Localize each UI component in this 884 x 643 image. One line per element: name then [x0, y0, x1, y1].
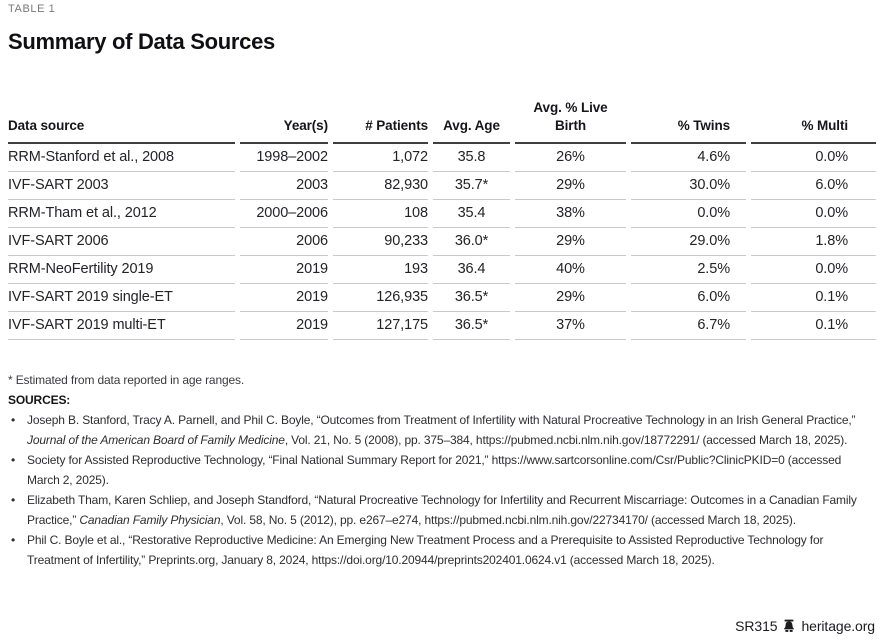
- cell-patients: 90,233: [333, 228, 428, 257]
- cell-data-source: RRM-NeoFertility 2019: [8, 256, 235, 285]
- source-text: , Vol. 58, No. 5 (2012), pp. e267–e274, …: [220, 512, 796, 527]
- cell-years: 2019: [240, 312, 328, 341]
- cell-avg-live-birth: 29%: [515, 172, 626, 201]
- cell-avg-age: 35.4: [433, 200, 510, 229]
- table-header-row: Data source Year(s) # Patients Avg. Age Avg.…: [8, 99, 876, 145]
- cell-pct-twins: 6.0%: [631, 284, 746, 313]
- cell-years: 2000–2006: [240, 200, 328, 229]
- column-header-avg-live-birth: Avg. % Live Birth: [515, 99, 626, 145]
- cell-data-source: IVF-SART 2019 single-ET: [8, 284, 235, 313]
- cell-avg-live-birth: 29%: [515, 284, 626, 313]
- cell-avg-age: 36.5*: [433, 284, 510, 313]
- page-footer: SR315 heritage.org: [735, 618, 875, 634]
- cell-pct-twins: 0.0%: [631, 200, 746, 229]
- table-row: IVF-SART 2019 multi-ET 2019 127,175 36.5* 37…: [8, 312, 876, 341]
- table-row: IVF-SART 2006 2006 90,233 36.0* 29% 29.0% 1.8%: [8, 228, 876, 257]
- asterisk-footnote: * Estimated from data reported in age ra…: [8, 373, 245, 388]
- cell-avg-live-birth: 29%: [515, 228, 626, 257]
- cell-data-source: IVF-SART 2003: [8, 172, 235, 201]
- cell-data-source: RRM-Tham et al., 2012: [8, 200, 235, 229]
- table-header: Data source Year(s) # Patients Avg. Age Avg.…: [8, 99, 876, 145]
- table-row: RRM-NeoFertility 2019 2019 193 36.4 40% 2.5% 0…: [8, 256, 876, 285]
- cell-years: 1998–2002: [240, 144, 328, 173]
- sources-label: SOURCES:: [8, 393, 71, 408]
- source-text: Phil C. Boyle et al., “Restorative Repro…: [27, 532, 824, 567]
- cell-avg-live-birth: 26%: [515, 144, 626, 173]
- cell-avg-age: 36.0*: [433, 228, 510, 257]
- data-sources-table: Data source Year(s) # Patients Avg. Age Avg.…: [3, 99, 881, 341]
- cell-years: 2006: [240, 228, 328, 257]
- cell-avg-live-birth: 37%: [515, 312, 626, 341]
- source-item: • Phil C. Boyle et al., “Restorative Repr…: [8, 531, 876, 571]
- table-row: IVF-SART 2019 single-ET 2019 126,935 36.5* 2…: [8, 284, 876, 313]
- site-url: heritage.org: [801, 618, 875, 634]
- cell-pct-multi: 0.0%: [751, 144, 876, 173]
- column-header-years: Year(s): [240, 99, 328, 145]
- table-row: RRM-Tham et al., 2012 2000–2006 108 35.4 38%…: [8, 200, 876, 229]
- cell-years: 2019: [240, 284, 328, 313]
- table-row: RRM-Stanford et al., 2008 1998–2002 1,072 3…: [8, 144, 876, 173]
- table-row: IVF-SART 2003 2003 82,930 35.7* 29% 30.0% 6.0%: [8, 172, 876, 201]
- column-header-avg-age: Avg. Age: [433, 99, 510, 145]
- cell-pct-twins: 29.0%: [631, 228, 746, 257]
- source-text: Society for Assisted Reproductive Techno…: [27, 453, 842, 487]
- cell-pct-multi: 6.0%: [751, 172, 876, 201]
- cell-avg-live-birth: 40%: [515, 256, 626, 285]
- cell-data-source: IVF-SART 2019 multi-ET: [8, 312, 235, 341]
- column-header-data-source: Data source: [8, 99, 235, 145]
- cell-patients: 1,072: [333, 144, 428, 173]
- source-journal-name: Journal of the American Board of Family …: [27, 433, 285, 448]
- bullet-marker: •: [11, 413, 16, 428]
- liberty-bell-icon: [782, 619, 796, 633]
- cell-patients: 127,175: [333, 312, 428, 341]
- cell-data-source: RRM-Stanford et al., 2008: [8, 144, 235, 173]
- cell-years: 2003: [240, 172, 328, 201]
- sources-list: • Joseph B. Stanford, Tracy A. Parnell, a…: [8, 411, 876, 570]
- bullet-marker: •: [11, 492, 16, 507]
- notes-section: * Estimated from data reported in age ra…: [8, 371, 876, 570]
- cell-pct-multi: 0.0%: [751, 200, 876, 229]
- cell-pct-multi: 1.8%: [751, 228, 876, 257]
- cell-avg-live-birth: 38%: [515, 200, 626, 229]
- source-item: • Society for Assisted Reproductive Techn…: [8, 451, 876, 491]
- source-item: • Joseph B. Stanford, Tracy A. Parnell, a…: [8, 411, 876, 451]
- cell-avg-age: 35.8: [433, 144, 510, 173]
- report-id: SR315: [735, 618, 778, 634]
- cell-patients: 108: [333, 200, 428, 229]
- cell-patients: 193: [333, 256, 428, 285]
- cell-pct-multi: 0.1%: [751, 312, 876, 341]
- table-kicker: TABLE 1: [8, 3, 56, 15]
- cell-avg-age: 36.4: [433, 256, 510, 285]
- cell-avg-age: 35.7*: [433, 172, 510, 201]
- column-header-pct-multi: % Multi: [751, 99, 876, 145]
- page-title: Summary of Data Sources: [8, 29, 275, 54]
- bullet-marker: •: [11, 453, 16, 468]
- cell-pct-twins: 2.5%: [631, 256, 746, 285]
- source-text: Elizabeth Tham, Karen Schliep, and Josep…: [27, 492, 857, 527]
- cell-pct-multi: 0.1%: [751, 284, 876, 313]
- bullet-marker: •: [11, 532, 16, 547]
- column-header-pct-twins: % Twins: [631, 99, 746, 145]
- source-text: , Vol. 21, No. 5 (2008), pp. 375–384, ht…: [284, 433, 848, 448]
- cell-avg-age: 36.5*: [433, 312, 510, 341]
- source-text: Joseph B. Stanford, Tracy A. Parnell, an…: [27, 413, 856, 428]
- cell-patients: 82,930: [333, 172, 428, 201]
- cell-pct-twins: 4.6%: [631, 144, 746, 173]
- table-body: RRM-Stanford et al., 2008 1998–2002 1,072 3…: [8, 144, 876, 341]
- cell-pct-twins: 30.0%: [631, 172, 746, 201]
- source-journal-name: Canadian Family Physician: [79, 512, 221, 527]
- cell-pct-multi: 0.0%: [751, 256, 876, 285]
- cell-years: 2019: [240, 256, 328, 285]
- cell-pct-twins: 6.7%: [631, 312, 746, 341]
- cell-data-source: IVF-SART 2006: [8, 228, 235, 257]
- cell-patients: 126,935: [333, 284, 428, 313]
- source-item: • Elizabeth Tham, Karen Schliep, and Jose…: [8, 491, 876, 531]
- column-header-patients: # Patients: [333, 99, 428, 145]
